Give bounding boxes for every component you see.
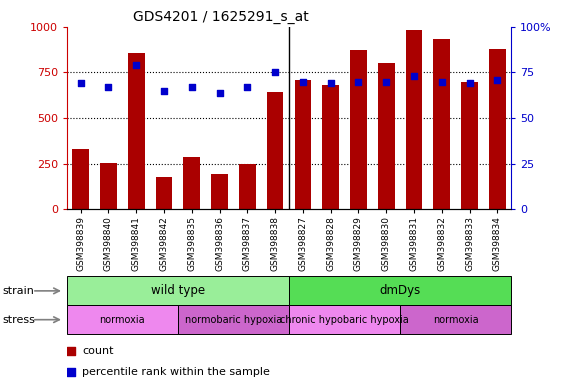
Bar — [184, 157, 200, 209]
Point — [76, 80, 85, 86]
Text: strain: strain — [3, 286, 35, 296]
Bar — [378, 63, 394, 209]
Point — [382, 79, 391, 85]
Bar — [239, 164, 256, 209]
Bar — [289, 305, 400, 334]
Bar — [433, 39, 450, 209]
Point — [465, 80, 474, 86]
Point — [67, 348, 76, 354]
Bar — [289, 276, 511, 305]
Bar — [100, 163, 117, 209]
Bar — [128, 53, 145, 209]
Bar — [156, 177, 173, 209]
Point — [159, 88, 168, 94]
Text: normobaric hypoxia: normobaric hypoxia — [185, 314, 282, 325]
Text: wild type: wild type — [151, 285, 205, 297]
Point — [354, 79, 363, 85]
Bar — [67, 276, 289, 305]
Text: count: count — [83, 346, 114, 356]
Text: dmDys: dmDys — [379, 285, 421, 297]
Bar — [67, 305, 178, 334]
Text: normoxia: normoxia — [433, 314, 479, 325]
Bar — [406, 30, 422, 209]
Bar — [400, 305, 511, 334]
Point — [326, 80, 335, 86]
Point — [104, 84, 113, 90]
Text: GDS4201 / 1625291_s_at: GDS4201 / 1625291_s_at — [134, 10, 309, 25]
Bar — [461, 82, 478, 209]
Text: chronic hypobaric hypoxia: chronic hypobaric hypoxia — [280, 314, 409, 325]
Bar — [322, 85, 339, 209]
Bar — [267, 92, 284, 209]
Text: normoxia: normoxia — [99, 314, 145, 325]
Point — [271, 70, 280, 76]
Point — [132, 62, 141, 68]
Point — [67, 369, 76, 376]
Point — [215, 89, 224, 96]
Bar — [73, 149, 89, 209]
Point — [187, 84, 196, 90]
Point — [243, 84, 252, 90]
Bar — [211, 174, 228, 209]
Text: stress: stress — [3, 314, 36, 325]
Point — [437, 79, 446, 85]
Bar — [178, 305, 289, 334]
Bar — [350, 50, 367, 209]
Text: percentile rank within the sample: percentile rank within the sample — [83, 367, 270, 377]
Point — [410, 73, 419, 79]
Bar — [489, 49, 505, 209]
Point — [298, 79, 307, 85]
Point — [493, 77, 502, 83]
Bar — [295, 80, 311, 209]
